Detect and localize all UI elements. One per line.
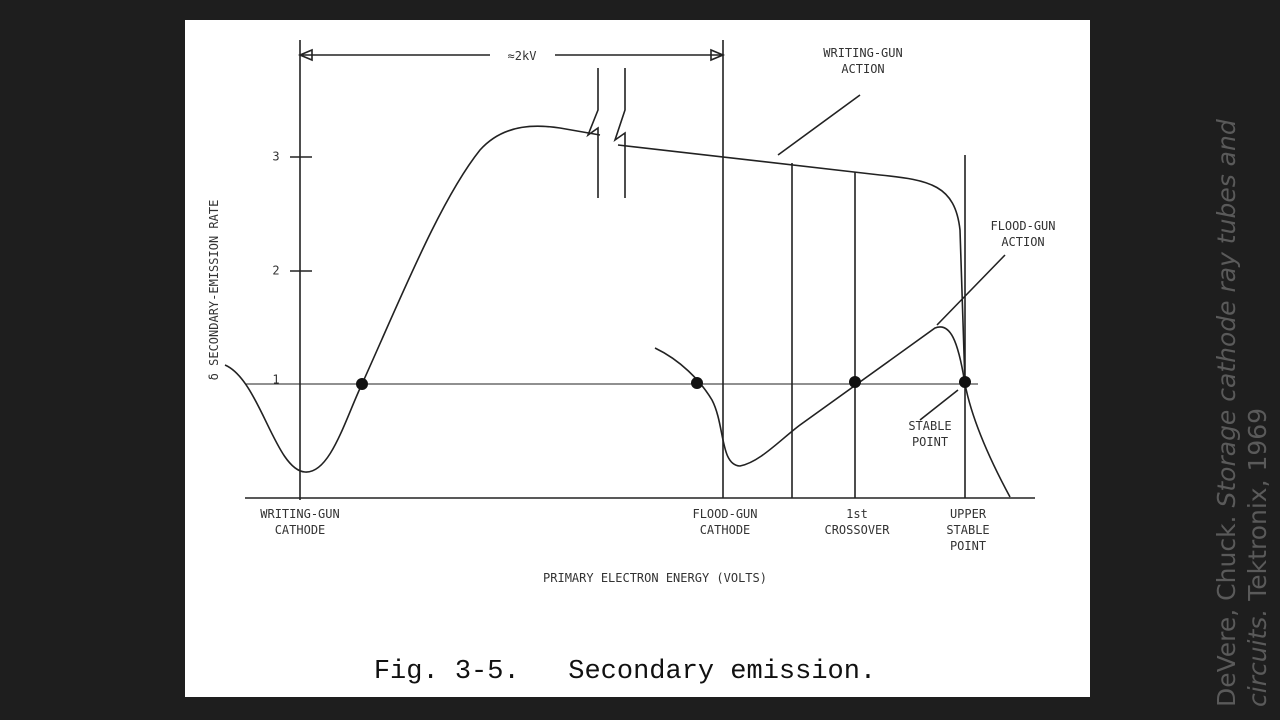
title: circuits. <box>1243 609 1272 707</box>
citation-line: circuits. Tektronix, 1969 <box>1243 408 1272 707</box>
y-tick-label: 2 <box>272 264 279 278</box>
diagram-label: STABLE <box>908 419 951 433</box>
diagram-label: CATHODE <box>700 523 751 537</box>
diagram-label: WRITING-GUN <box>823 46 902 60</box>
span-label: ≈2kV <box>508 49 537 63</box>
y-axis-label: δ SECONDARY-EMISSION RATE <box>207 200 221 381</box>
diagram-label: ACTION <box>841 62 884 76</box>
y-tick-label: 3 <box>272 150 279 164</box>
diagram-label: POINT <box>950 539 986 553</box>
diagram-label: FLOOD-GUN <box>692 507 757 521</box>
diagram-label: ACTION <box>1001 235 1044 249</box>
diagram-label: FLOOD-GUN <box>990 219 1055 233</box>
diagram-label: STABLE <box>946 523 989 537</box>
diagram-label: POINT <box>912 435 948 449</box>
publisher: Tektronix, 1969 <box>1243 408 1272 602</box>
diagram-label: 1st <box>846 507 868 521</box>
diagram-lines <box>224 40 1035 500</box>
labels: WRITING-GUN ACTION FLOOD-GUN ACTION STABLE PO… <box>260 46 1055 553</box>
citation-line: DeVere, Chuck. Storage cathode ray tubes … <box>1212 119 1241 707</box>
diagram-label: WRITING-GUN <box>260 507 339 521</box>
diagram-label: CATHODE <box>275 523 326 537</box>
title: Storage cathode ray tubes and <box>1212 119 1241 507</box>
diagram-label: CROSSOVER <box>824 523 890 537</box>
figure-background <box>185 20 1090 697</box>
y-tick-label: 1 <box>272 373 279 387</box>
caption: Fig. 3-5. Secondary emission. <box>374 657 876 687</box>
x-axis-label: PRIMARY ELECTRON ENERGY (VOLTS) <box>543 571 767 585</box>
author: DeVere, Chuck. <box>1212 516 1241 708</box>
diagram-label: UPPER <box>950 507 987 521</box>
